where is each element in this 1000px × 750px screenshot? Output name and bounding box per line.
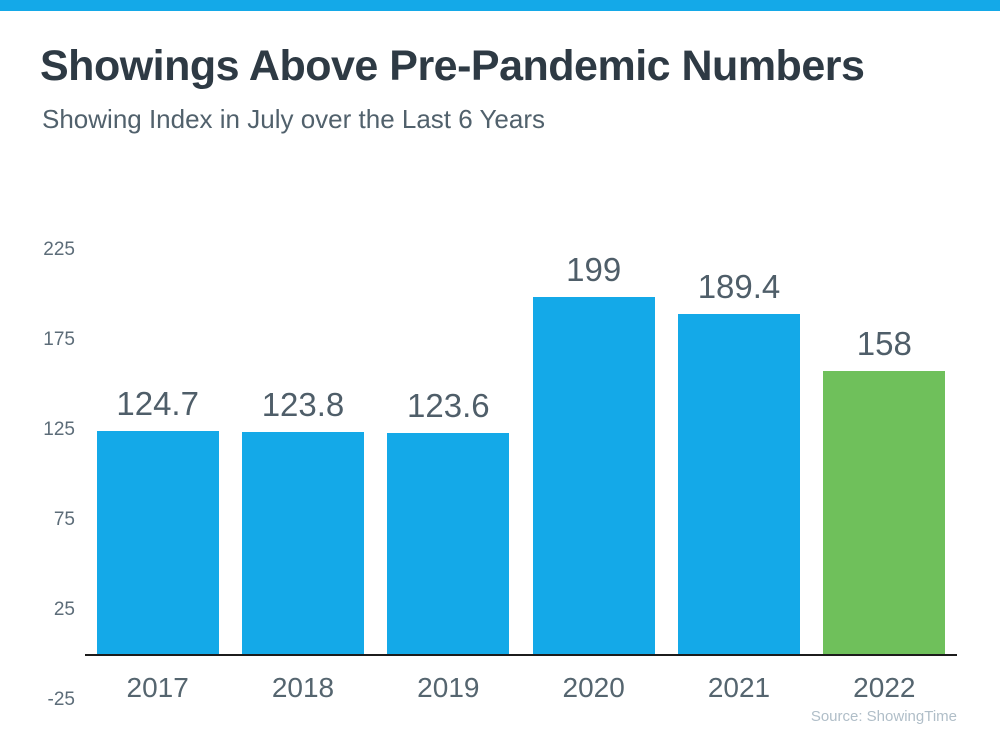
y-axis-tick-label: 125 (43, 419, 75, 440)
bar-value-label: 189.4 (697, 268, 781, 306)
bar-2020 (532, 296, 655, 655)
chart-title: Showings Above Pre-Pandemic Numbers (40, 42, 865, 90)
bar-2018 (242, 432, 364, 655)
y-axis-tick-label: 175 (43, 329, 75, 350)
bar-value-label: 123.6 (407, 386, 490, 424)
bar-value-label: 199 (566, 250, 622, 288)
y-axis-tick-label: 75 (53, 509, 75, 530)
x-axis-tick-label: 2018 (271, 672, 335, 703)
bar-2017 (96, 430, 219, 655)
bar-2019 (387, 432, 510, 655)
x-axis-line (85, 654, 957, 656)
y-axis-tick-label: 25 (53, 599, 75, 620)
bar-value-label: 124.7 (116, 384, 199, 422)
bar-value-label: 123.8 (261, 386, 345, 424)
accent-top-bar (0, 0, 1000, 11)
bar-value-label: 158 (856, 324, 912, 362)
bar-2022 (823, 370, 946, 655)
x-axis-tick-label: 2019 (417, 672, 480, 703)
x-axis-tick-label: 2020 (562, 672, 625, 703)
x-axis-tick-label: 2017 (126, 672, 189, 703)
bar-2021 (678, 314, 800, 655)
x-axis-tick-label: 2022 (853, 672, 916, 703)
x-axis-tick-label: 2021 (707, 672, 771, 703)
source-caption: Source: ShowingTime (810, 708, 957, 725)
y-axis-tick-label: 225 (43, 239, 75, 260)
chart-subtitle: Showing Index in July over the Last 6 Ye… (42, 104, 545, 134)
y-axis-tick-label: -25 (47, 689, 75, 710)
